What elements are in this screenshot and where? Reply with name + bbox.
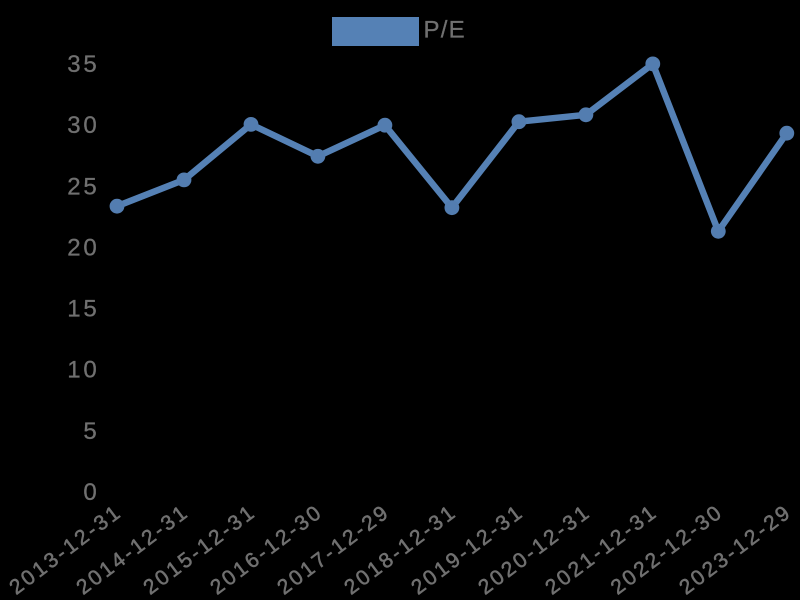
svg-text:2014-12-31: 2014-12-31 bbox=[72, 500, 193, 599]
svg-text:20: 20 bbox=[67, 234, 99, 261]
svg-text:2017-12-29: 2017-12-29 bbox=[273, 500, 394, 599]
svg-text:30: 30 bbox=[67, 112, 99, 139]
svg-text:2020-12-31: 2020-12-31 bbox=[474, 500, 595, 599]
svg-text:0: 0 bbox=[83, 479, 99, 506]
svg-text:2015-12-31: 2015-12-31 bbox=[139, 500, 260, 599]
svg-text:2022-12-30: 2022-12-30 bbox=[607, 500, 728, 599]
svg-text:35: 35 bbox=[67, 51, 99, 78]
svg-text:10: 10 bbox=[67, 357, 99, 384]
svg-text:2016-12-30: 2016-12-30 bbox=[206, 500, 327, 599]
svg-text:25: 25 bbox=[67, 173, 99, 200]
svg-text:2019-12-31: 2019-12-31 bbox=[407, 500, 528, 599]
svg-text:15: 15 bbox=[67, 296, 99, 323]
svg-text:5: 5 bbox=[83, 418, 99, 445]
svg-text:2018-12-31: 2018-12-31 bbox=[340, 500, 461, 599]
svg-text:2021-12-31: 2021-12-31 bbox=[541, 500, 662, 599]
svg-text:P/E: P/E bbox=[424, 17, 466, 44]
svg-text:2013-12-31: 2013-12-31 bbox=[5, 500, 126, 599]
